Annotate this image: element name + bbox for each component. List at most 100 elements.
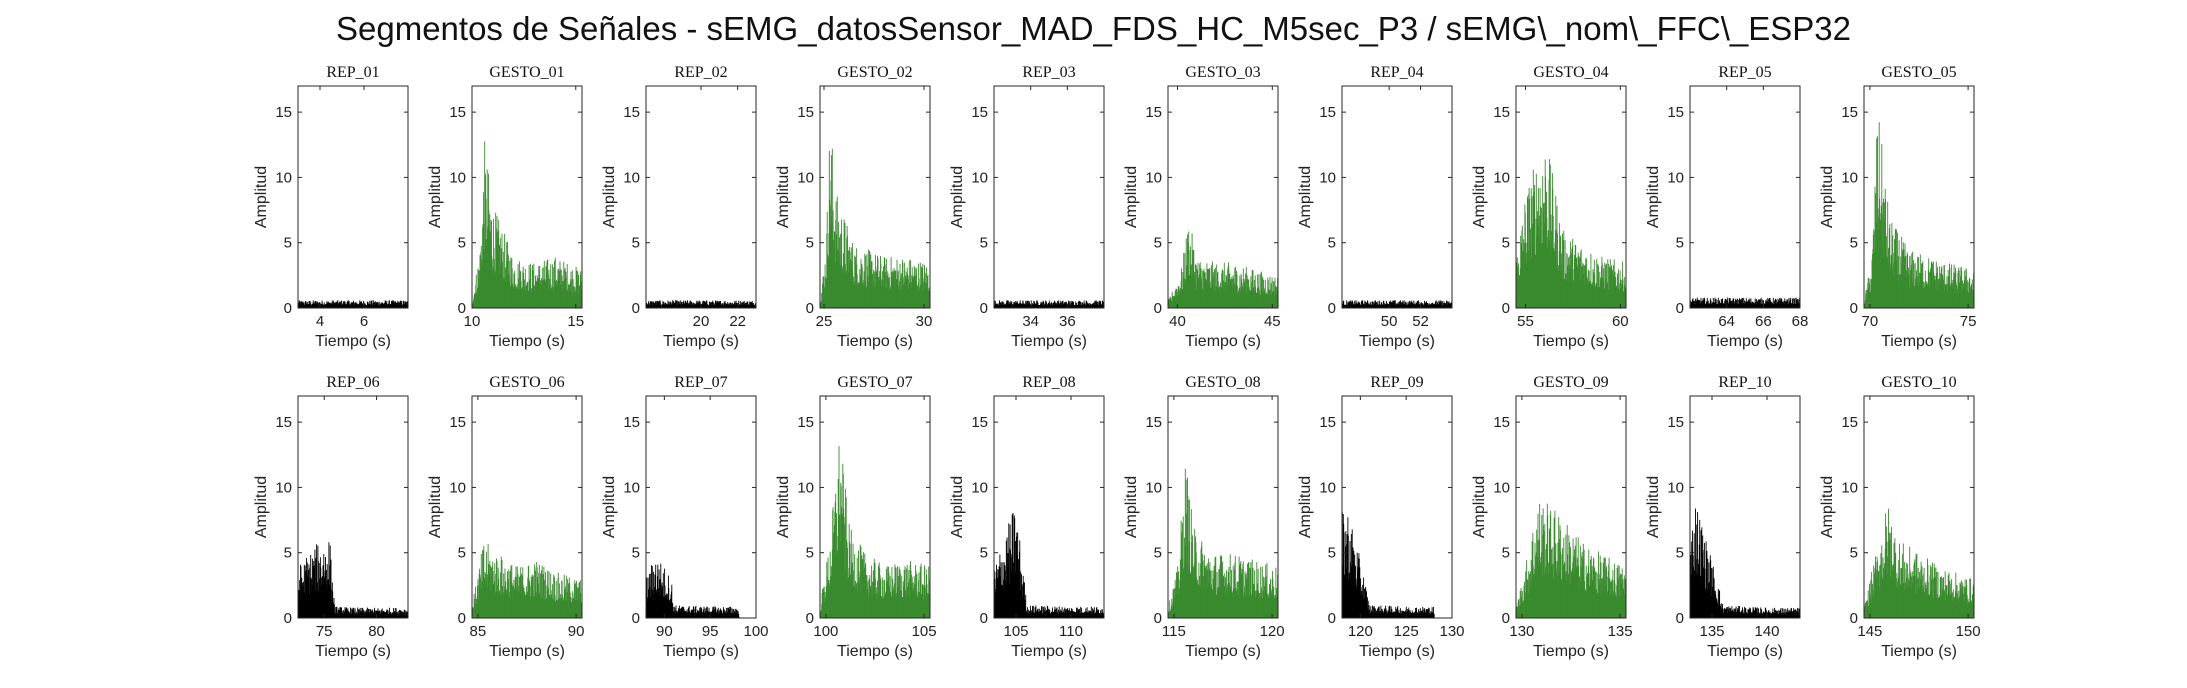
- y-tick-label: 10: [275, 169, 292, 186]
- y-axis-label: Amplitud: [775, 166, 792, 228]
- subplot-title: REP_04: [1370, 64, 1423, 81]
- subplot-title: REP_09: [1370, 374, 1423, 391]
- x-axis-label: Tiempo (s): [1011, 643, 1087, 660]
- y-tick-label: 15: [797, 104, 814, 121]
- y-axis-label: Amplitud: [1123, 166, 1140, 228]
- signal-trace: [993, 300, 1105, 308]
- subplot-title: GESTO_03: [1185, 64, 1260, 81]
- plot-box: [645, 85, 757, 309]
- subplot-gesto-08: 0 5 10 15 115 120 GESTO_08 Tiempo (s) Amplitud: [1123, 374, 1285, 660]
- x-axis-label: Tiempo (s): [837, 333, 913, 350]
- x-tick-label: 30: [916, 313, 933, 330]
- y-tick-label: 0: [632, 610, 640, 627]
- subplot-title: GESTO_04: [1533, 64, 1608, 81]
- y-tick-label: 0: [1328, 300, 1336, 317]
- y-axis-label: Amplitud: [1819, 166, 1836, 228]
- y-tick-label: 5: [980, 235, 988, 252]
- x-tick-label: 52: [1412, 313, 1429, 330]
- plot-box: [819, 85, 931, 309]
- x-axis-label: Tiempo (s): [1011, 333, 1087, 350]
- subplot-rep-09: 0 5 10 15 120 125 130 REP_09 Tiempo (s) Amplitud: [1297, 374, 1465, 660]
- y-tick-label: 5: [458, 545, 466, 562]
- x-axis-label: Tiempo (s): [315, 333, 391, 350]
- y-axis-label: Amplitud: [949, 476, 966, 538]
- y-tick-label: 10: [1841, 169, 1858, 186]
- y-tick-label: 10: [623, 169, 640, 186]
- y-tick-label: 5: [1502, 235, 1510, 252]
- y-tick-label: 10: [1319, 169, 1336, 186]
- x-axis-label: Tiempo (s): [315, 643, 391, 660]
- y-tick-label: 10: [623, 479, 640, 496]
- y-tick-label: 0: [1502, 300, 1510, 317]
- subplot-title: REP_07: [674, 374, 727, 391]
- subplot-title: REP_08: [1022, 374, 1075, 391]
- y-tick-label: 15: [1493, 104, 1510, 121]
- signal-trace: [645, 300, 757, 308]
- y-axis-label: Amplitud: [253, 476, 270, 538]
- y-tick-label: 0: [1676, 300, 1684, 317]
- y-tick-label: 5: [458, 235, 466, 252]
- y-axis-label: Amplitud: [1297, 166, 1314, 228]
- x-tick-label: 105: [912, 623, 937, 640]
- y-tick-label: 15: [1319, 104, 1336, 121]
- subplot-gesto-05: 0 5 10 15 70 75 GESTO_05 Tiempo (s) Amplitud: [1819, 64, 1976, 350]
- signal-trace: [1689, 297, 1801, 308]
- y-tick-label: 10: [449, 169, 466, 186]
- x-tick-label: 80: [368, 623, 385, 640]
- plot-box: [471, 395, 583, 619]
- y-tick-label: 0: [284, 610, 292, 627]
- x-tick-label: 105: [1003, 623, 1028, 640]
- plot-box: [1863, 85, 1975, 309]
- y-axis-label: Amplitud: [1471, 166, 1488, 228]
- y-tick-label: 0: [458, 300, 466, 317]
- y-tick-label: 15: [971, 104, 988, 121]
- x-tick-label: 75: [316, 623, 333, 640]
- plot-box: [993, 395, 1105, 619]
- y-tick-label: 10: [1319, 479, 1336, 496]
- subplot-title: REP_02: [674, 64, 727, 81]
- x-tick-label: 90: [568, 623, 585, 640]
- y-tick-label: 15: [449, 414, 466, 431]
- x-axis-label: Tiempo (s): [1533, 333, 1609, 350]
- x-tick-label: 110: [1059, 623, 1083, 640]
- y-tick-label: 0: [632, 300, 640, 317]
- y-tick-label: 5: [284, 235, 292, 252]
- y-tick-label: 5: [1328, 545, 1336, 562]
- subplot-title: REP_06: [326, 374, 379, 391]
- x-tick-label: 36: [1059, 313, 1076, 330]
- x-axis-label: Tiempo (s): [1359, 643, 1435, 660]
- x-tick-label: 85: [470, 623, 487, 640]
- signal-trace: [1341, 300, 1453, 308]
- y-tick-label: 15: [1145, 104, 1162, 121]
- y-tick-label: 5: [284, 545, 292, 562]
- subplot-title: GESTO_05: [1881, 64, 1956, 81]
- y-tick-label: 0: [1850, 300, 1858, 317]
- y-tick-label: 5: [1154, 545, 1162, 562]
- plot-box: [993, 85, 1105, 309]
- y-tick-label: 5: [806, 545, 814, 562]
- x-axis-label: Tiempo (s): [1185, 333, 1261, 350]
- x-tick-label: 50: [1381, 313, 1398, 330]
- y-axis-label: Amplitud: [253, 166, 270, 228]
- y-tick-label: 10: [797, 169, 814, 186]
- y-tick-label: 5: [1328, 235, 1336, 252]
- signal-trace: [1515, 159, 1627, 308]
- x-tick-label: 68: [1792, 313, 1809, 330]
- subplot-rep-05: 0 5 10 15 64 66 68 REP_05 Tiempo (s) Amplitud: [1645, 64, 1808, 350]
- y-tick-label: 15: [971, 414, 988, 431]
- subplot-title: GESTO_01: [489, 64, 564, 81]
- x-tick-label: 10: [464, 313, 481, 330]
- x-axis-label: Tiempo (s): [1359, 333, 1435, 350]
- signal-trace: [819, 446, 931, 618]
- y-tick-label: 15: [275, 104, 292, 121]
- x-tick-label: 70: [1862, 313, 1879, 330]
- subplot-gesto-02: 0 5 10 15 25 30 GESTO_02 Tiempo (s) Amplitud: [775, 64, 932, 350]
- subplot-title: REP_01: [326, 64, 379, 81]
- signal-trace: [1341, 512, 1435, 618]
- signal-trace: [471, 141, 583, 308]
- subplot-title: GESTO_02: [837, 64, 912, 81]
- subplot-rep-07: 0 5 10 15 90 95 100 REP_07 Tiempo (s) Amplitud: [601, 374, 769, 660]
- plot-box: [1689, 85, 1801, 309]
- plot-box: [1341, 85, 1453, 309]
- x-axis-label: Tiempo (s): [1185, 643, 1261, 660]
